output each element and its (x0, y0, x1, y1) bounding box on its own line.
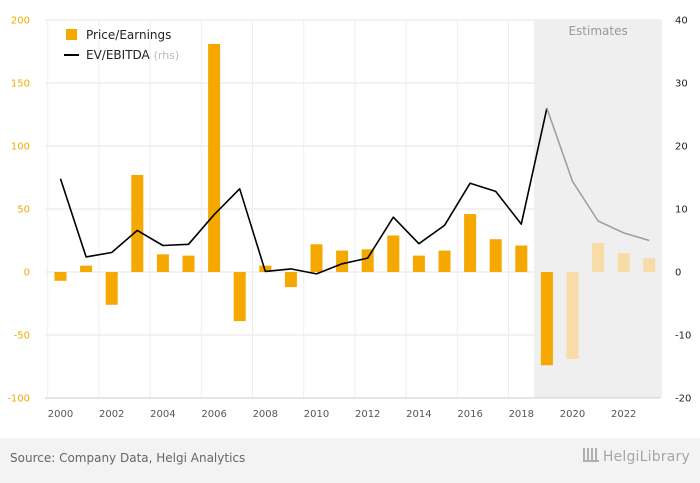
y-right-tick: 0 (675, 268, 681, 279)
bar-2016 (464, 214, 477, 272)
line-series (59, 107, 650, 275)
x-tick-2004: 2004 (150, 409, 175, 420)
source-text: Source: Company Data, Helgi Analytics (10, 451, 246, 465)
bar-2015 (438, 250, 451, 272)
bar-2003 (131, 174, 144, 272)
y-right-tick: 40 (675, 16, 688, 27)
legend-label-ev-ebitda: EV/EBITDA (rhs) (86, 48, 179, 62)
bar-2000 (54, 272, 67, 281)
x-tick-2014: 2014 (406, 409, 431, 420)
legend: Price/Earnings EV/EBITDA (rhs) (64, 28, 179, 62)
y-right-tick: -10 (675, 331, 691, 342)
bar-2023 (643, 258, 656, 272)
bar-2017 (489, 239, 502, 272)
x-tick-2006: 2006 (201, 409, 226, 420)
bar-2018 (515, 245, 528, 272)
bar-2010 (310, 244, 323, 272)
x-tick-2018: 2018 (509, 409, 534, 420)
bar-2004 (156, 254, 169, 272)
ev-ebitda-line-estimate (546, 107, 650, 242)
x-tick-2010: 2010 (304, 409, 329, 420)
y-left-tick: 50 (17, 205, 30, 216)
logo-text: HelgiLibrary (602, 449, 690, 465)
y-right-tick: 30 (675, 79, 688, 90)
y-right-tick: 20 (675, 142, 688, 153)
y-left-tick: 100 (11, 142, 30, 153)
bar-2009 (284, 272, 297, 288)
combo-chart: Estimates -100-50050100150200-20-1001020… (7, 16, 691, 421)
estimates-region: Estimates (534, 20, 663, 398)
estimates-shade (534, 20, 663, 398)
bar-2006 (208, 43, 221, 272)
library-icon (582, 448, 599, 462)
x-tick-2008: 2008 (253, 409, 278, 420)
y-right-tick: 10 (675, 205, 688, 216)
bar-2014 (412, 255, 425, 272)
bar-2020 (566, 272, 579, 359)
x-tick-2002: 2002 (99, 409, 124, 420)
bar-2011 (336, 250, 349, 272)
bar-2013 (387, 235, 400, 272)
x-tick-2000: 2000 (48, 409, 73, 420)
footer: Source: Company Data, Helgi Analytics He… (0, 438, 700, 483)
legend-rhs-note: (rhs) (154, 49, 180, 62)
y-left-tick: -50 (14, 331, 30, 342)
x-tick-2020: 2020 (560, 409, 585, 420)
x-tick-2012: 2012 (355, 409, 380, 420)
bar-2001 (80, 265, 93, 272)
bar-2022 (617, 253, 630, 272)
x-tick-2022: 2022 (611, 409, 636, 420)
bar-2019 (540, 272, 553, 366)
bar-2021 (592, 243, 605, 272)
y-right-tick: -20 (675, 394, 691, 405)
legend-label-price-earnings: Price/Earnings (86, 28, 171, 42)
bar-series (54, 43, 656, 366)
y-left-tick: 0 (24, 268, 30, 279)
bar-2012 (361, 249, 374, 272)
helgi-library-logo[interactable]: HelgiLibrary (582, 448, 690, 465)
bar-2007 (233, 272, 246, 322)
y-left-tick: -100 (7, 394, 30, 405)
bar-2005 (182, 255, 195, 272)
y-left-tick: 150 (11, 79, 30, 90)
legend-swatch-price-earnings (66, 29, 77, 40)
estimates-label: Estimates (568, 24, 627, 38)
x-tick-2016: 2016 (457, 409, 482, 420)
ev-ebitda-line (59, 108, 548, 275)
bar-2002 (105, 272, 118, 305)
y-left-tick: 200 (11, 16, 30, 27)
